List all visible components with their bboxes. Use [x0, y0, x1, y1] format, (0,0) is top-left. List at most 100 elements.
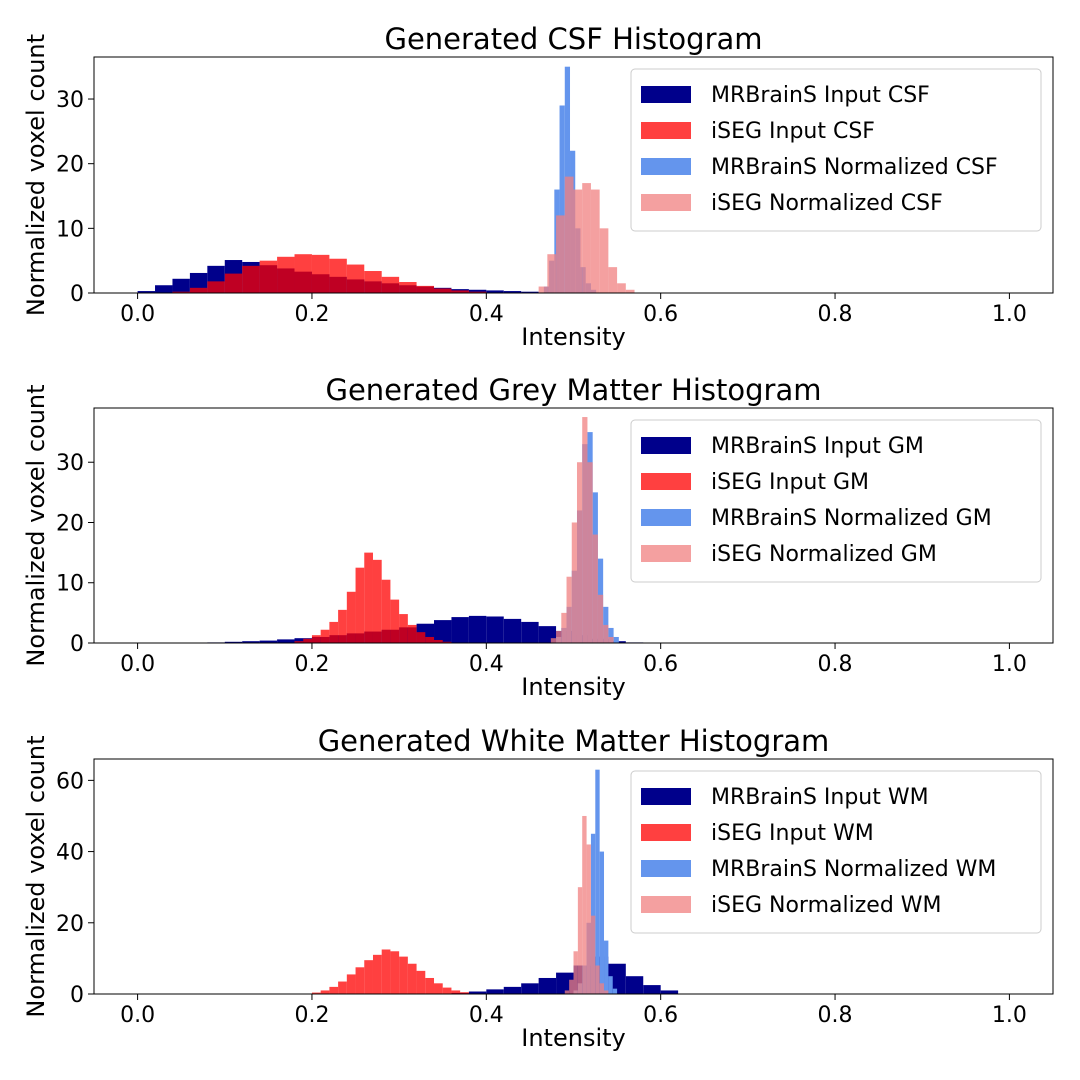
x-tick-label: 0.2	[294, 1003, 329, 1028]
legend-swatch	[641, 122, 691, 139]
histogram-bar	[595, 965, 600, 994]
y-tick-label: 30	[56, 451, 84, 476]
histogram-bar	[564, 990, 570, 994]
x-tick-label: 0.8	[818, 652, 853, 677]
histogram-bar	[434, 620, 452, 643]
legend-swatch	[641, 788, 691, 805]
legend: MRBrainS Input CSF iSEG Input CSF MRBrainS…	[630, 68, 1042, 232]
legend-label: MRBrainS Normalized CSF	[711, 155, 998, 180]
histogram-bar	[608, 267, 618, 293]
legend-swatch	[641, 194, 691, 211]
histogram-bar	[569, 979, 574, 994]
histogram-bar	[372, 954, 382, 994]
histogram-bar	[564, 176, 574, 293]
legend-label: MRBrainS Normalized WM	[711, 857, 996, 882]
histogram-bar	[486, 290, 504, 293]
histogram-bar	[381, 949, 391, 994]
histogram-bar	[242, 641, 260, 643]
histogram-bar	[590, 833, 596, 994]
histogram-bar	[612, 988, 618, 994]
histogram-bar	[372, 559, 382, 643]
histogram-bar	[329, 986, 339, 994]
histogram-bar	[613, 636, 619, 643]
histogram-bar	[451, 290, 469, 293]
histogram-bar	[442, 641, 452, 643]
histogram-bar	[625, 289, 635, 293]
histogram-bar	[608, 636, 614, 643]
histogram-bar	[442, 987, 452, 994]
histogram-bar	[617, 283, 626, 293]
histogram-bar	[604, 940, 609, 994]
histogram-bar	[571, 522, 577, 643]
histogram-bar	[416, 632, 426, 643]
histogram-bar	[576, 462, 583, 643]
series-iseg-normalized-wm	[564, 815, 609, 994]
y-tick-label: 0	[70, 983, 84, 1008]
histogram-bar	[407, 624, 417, 643]
histogram-bar	[582, 815, 587, 994]
legend-swatch	[641, 545, 691, 562]
histogram-bar	[599, 983, 605, 994]
histogram-bar	[294, 641, 304, 643]
histogram-bar	[137, 291, 156, 293]
legend-swatch	[641, 437, 691, 454]
legend-frame	[630, 770, 1042, 934]
histogram-bar	[451, 617, 469, 643]
x-axis-label: Intensity	[521, 1024, 625, 1052]
x-tick-label: 0.4	[469, 652, 504, 677]
y-tick-label: 0	[70, 282, 84, 307]
histogram-bar	[573, 189, 583, 293]
histogram-bar	[556, 630, 562, 643]
histogram-bar	[242, 265, 260, 293]
histogram-bar	[577, 887, 583, 994]
histogram-bar	[550, 638, 557, 643]
legend: MRBrainS Input GM iSEG Input GM MRBrainS N…	[630, 419, 1042, 583]
histogram-bar	[416, 285, 435, 293]
x-tick-label: 0.0	[120, 652, 155, 677]
histogram-bar	[559, 105, 565, 293]
x-tick-label: 0.0	[120, 1003, 155, 1028]
x-tick-label: 1.0	[992, 302, 1027, 327]
histogram-bar	[425, 636, 435, 643]
legend-swatch	[641, 824, 691, 841]
y-axis-label: Normalized voxel count	[22, 384, 50, 666]
histogram-bar	[425, 977, 435, 994]
chart-panel-2: Generated Grey Matter Histogram 0.0 0.2 0.4…	[22, 373, 1054, 701]
chart-title: Generated Grey Matter Histogram	[325, 373, 821, 407]
histogram-bar	[538, 977, 557, 994]
legend-swatch	[641, 86, 691, 103]
legend-swatch	[641, 896, 691, 913]
histogram-bar	[399, 956, 408, 994]
legend-label: MRBrainS Input CSF	[711, 83, 930, 108]
histogram-bar	[503, 291, 522, 293]
histogram-bar	[311, 992, 321, 994]
histogram-bar	[320, 990, 330, 994]
histogram-bar	[364, 960, 373, 994]
series-iseg-normalized-csf	[538, 176, 635, 293]
histogram-bar	[460, 992, 469, 994]
histogram-bar	[399, 282, 417, 293]
histogram-bar	[224, 641, 243, 643]
x-axis-label: Intensity	[521, 673, 625, 701]
histogram-bar	[338, 981, 347, 994]
legend: MRBrainS Input WM iSEG Input WM MRBrainS N…	[630, 770, 1042, 934]
histogram-bar	[311, 635, 321, 643]
chart-title: Generated White Matter Histogram	[318, 724, 830, 758]
histogram-bar	[538, 286, 548, 293]
plot-frame	[93, 407, 1054, 644]
y-tick-label: 10	[56, 217, 84, 242]
histogram-bar	[503, 618, 522, 643]
histogram-bar	[320, 629, 330, 643]
histogram-bar	[338, 609, 347, 643]
x-tick-label: 0.2	[294, 302, 329, 327]
legend-label: iSEG Normalized CSF	[711, 191, 943, 216]
histogram-bar	[547, 254, 557, 293]
plot-frame	[93, 758, 1054, 995]
legend-frame	[630, 419, 1042, 583]
histogram-bar	[608, 976, 613, 994]
histogram-bar	[582, 183, 591, 293]
histogram-bar	[434, 983, 443, 994]
histogram-bar	[451, 990, 461, 994]
legend-swatch	[641, 473, 691, 490]
legend-label: MRBrainS Normalized GM	[711, 506, 992, 531]
